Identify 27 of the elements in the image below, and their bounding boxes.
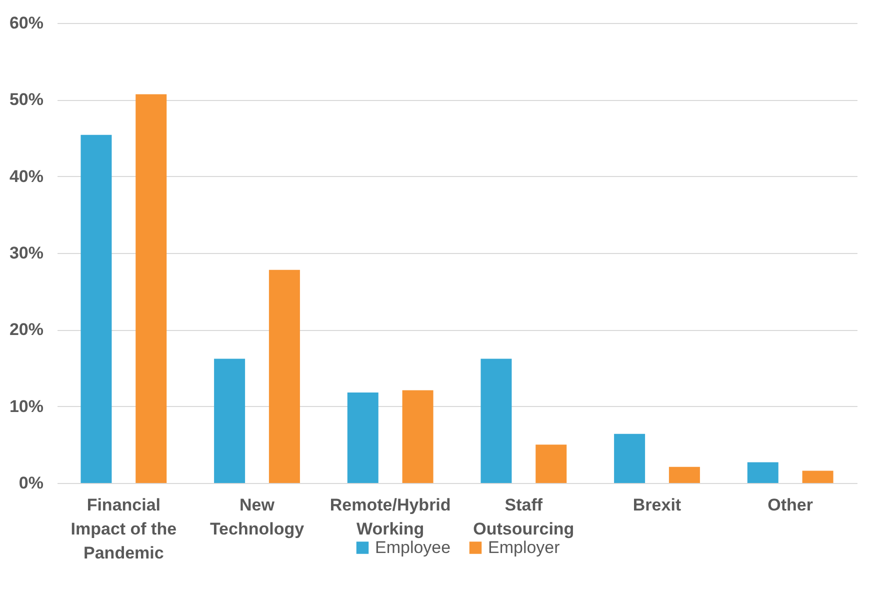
- x-tick-label: Other: [768, 496, 814, 514]
- bar: [80, 134, 112, 483]
- y-tick-label: 40%: [9, 166, 44, 186]
- bar: [268, 270, 300, 483]
- bar: [747, 462, 778, 483]
- legend-label: Employee: [375, 538, 451, 557]
- bar: [802, 470, 834, 483]
- y-tick-label: 30%: [9, 244, 44, 262]
- x-tick-label: Brexit: [632, 496, 682, 514]
- y-tick-label: 60%: [9, 14, 44, 32]
- bar: [347, 392, 378, 483]
- bar: [402, 390, 434, 483]
- y-tick-label: 10%: [9, 396, 44, 416]
- bar: [136, 94, 167, 483]
- x-tick-label: Remote/Hybrid Working: [330, 496, 451, 538]
- bar: [536, 444, 567, 483]
- x-tick-label: Staff Outsourcing: [473, 496, 574, 538]
- y-tick-label: 20%: [9, 320, 44, 340]
- bar: [614, 434, 646, 483]
- x-tick-label: New Technology: [210, 496, 305, 538]
- legend-label: Employer: [488, 538, 560, 557]
- y-tick-label: 50%: [9, 90, 44, 110]
- bar: [214, 358, 246, 483]
- y-tick-label: 0%: [18, 474, 44, 492]
- bar: [480, 358, 512, 483]
- bar: [668, 466, 700, 483]
- x-tick-label: Financial Impact of the Pandemic: [70, 496, 177, 562]
